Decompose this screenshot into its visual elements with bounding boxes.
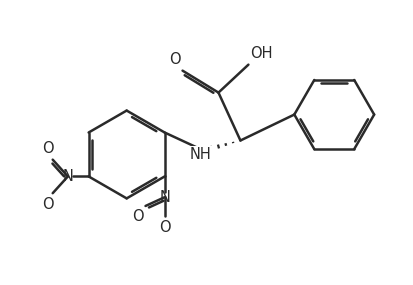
Text: NH: NH <box>190 147 211 162</box>
Text: O: O <box>170 52 181 68</box>
Text: N: N <box>159 190 170 205</box>
Text: O: O <box>159 219 171 235</box>
Text: N: N <box>62 169 74 184</box>
Text: O: O <box>42 141 54 156</box>
Text: OH: OH <box>250 46 273 61</box>
Text: O: O <box>132 209 144 224</box>
Text: O: O <box>42 197 54 212</box>
